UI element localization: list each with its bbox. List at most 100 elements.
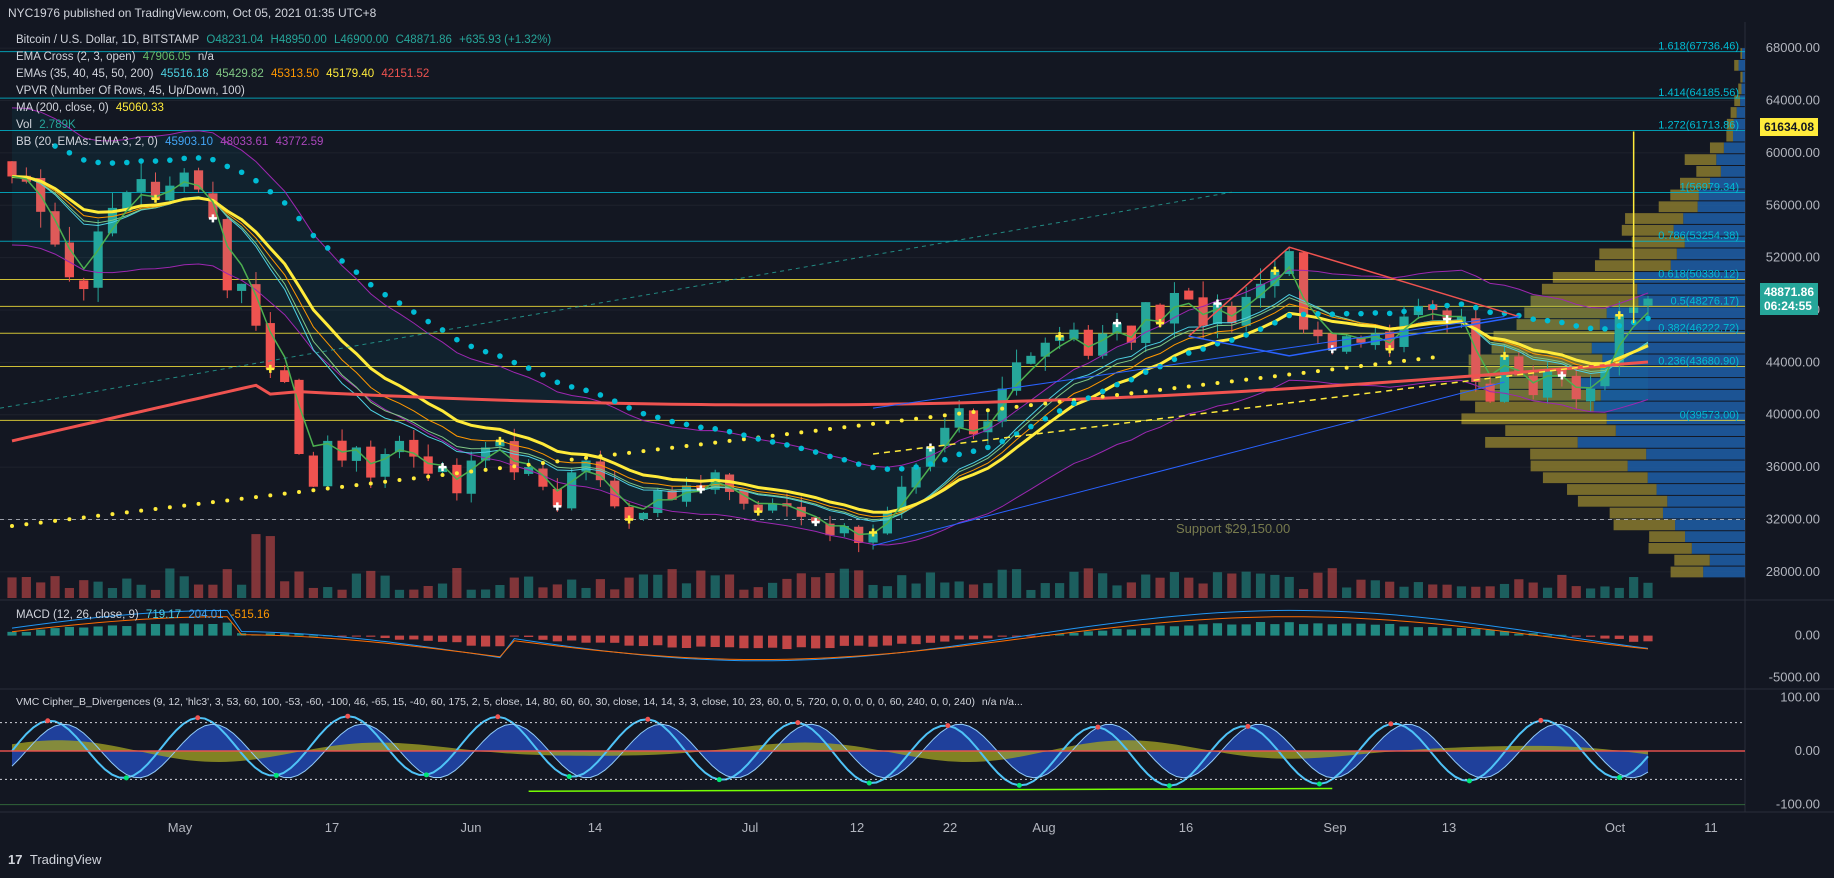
candle-body <box>681 485 692 502</box>
ma-dot <box>526 462 531 467</box>
vol-legend[interactable]: Vol 2.789K <box>16 117 80 133</box>
ma-dot <box>1186 384 1191 389</box>
candle-body <box>1643 298 1653 306</box>
candle-body <box>337 440 347 461</box>
vpvr-up-bar <box>1736 107 1745 118</box>
volume-bar <box>653 574 663 598</box>
ma-dot <box>784 432 789 437</box>
vpvr-up-bar <box>1741 83 1745 95</box>
vpvr-down-bar <box>1670 566 1704 578</box>
macd-bar <box>1614 635 1624 639</box>
trend-dot <box>1315 311 1321 317</box>
ma-dot <box>627 450 632 455</box>
trend-dot <box>353 269 360 275</box>
fib-level-label: 0(39573.00) <box>1680 409 1739 421</box>
candle-body <box>1356 337 1366 343</box>
vpvr-up-bar <box>1646 448 1745 460</box>
candle-body <box>64 242 74 278</box>
candle-body <box>1528 375 1538 396</box>
vpvr-down-bar <box>1734 59 1739 71</box>
trend-dot <box>382 291 388 298</box>
price-tick-label: 36000.00 <box>1766 459 1820 474</box>
ma-dot <box>182 503 187 508</box>
macd-bar <box>796 635 806 648</box>
trend-dot <box>525 365 532 371</box>
cipher-dot <box>1166 783 1172 789</box>
vpvr-down-bar <box>1491 342 1592 354</box>
volume-bar <box>208 584 218 598</box>
trend-dot <box>812 449 819 455</box>
trend-dot <box>1645 315 1651 322</box>
vol-value: 2.789K <box>39 119 76 131</box>
trend-dot <box>1587 325 1594 332</box>
macd-bar <box>79 627 89 636</box>
ma-dot <box>383 479 388 484</box>
volume-bar <box>739 589 749 598</box>
vpvr-up-bar <box>1591 342 1745 354</box>
trend-dot <box>827 453 833 460</box>
vpvr-down-bar <box>1738 83 1742 95</box>
cipher-tick-label: 100.00 <box>1780 689 1820 704</box>
bb-legend[interactable]: BB (20, EMAs: EMA 3, 2, 0) 45903.10 4803… <box>16 134 327 150</box>
signal-cross <box>495 436 504 445</box>
volume-bar <box>495 585 505 598</box>
candle-body <box>1112 323 1122 334</box>
dashed-trend-line <box>872 361 1620 455</box>
macd-bar <box>1542 635 1553 637</box>
macd-bar <box>1499 631 1510 636</box>
ema-cross-legend[interactable]: EMA Cross (2, 3, open) 47906.05 n/a <box>16 49 218 65</box>
tradingview-brand[interactable]: 17 TradingView <box>8 852 101 867</box>
vpvr-up-bar <box>1738 59 1745 71</box>
trend-dot <box>1200 346 1206 352</box>
wedge-line <box>1188 315 1519 357</box>
macd-bar <box>638 635 649 647</box>
volume-bar <box>1298 589 1309 598</box>
ma-dot <box>1358 364 1363 369</box>
cipher-legend[interactable]: VMC Cipher_B_Divergences (9, 12, 'hlc3',… <box>16 694 1656 710</box>
vpvr-down-bar <box>1530 295 1639 307</box>
trend-dot <box>124 159 130 166</box>
candle-body <box>122 192 132 212</box>
volume-bar <box>825 573 835 598</box>
cipher-dot <box>1016 782 1022 788</box>
trend-dot <box>654 414 661 421</box>
trend-dot <box>1272 320 1278 326</box>
trend-dot <box>956 451 962 458</box>
volume-bar <box>466 589 476 598</box>
macd-bar <box>1169 626 1180 636</box>
vpvr-down-bar <box>1730 107 1737 118</box>
countdown: 06:24:55 <box>1763 299 1812 313</box>
time-tick-label: Aug <box>1032 820 1055 835</box>
trend-dot <box>640 410 647 417</box>
symbol-title: Bitcoin / U.S. Dollar, 1D, BITSTAMP <box>16 34 200 46</box>
macd-bar <box>509 635 519 637</box>
macd-name: MACD (12, 26, close, 9) <box>16 609 139 621</box>
vpvr-legend[interactable]: VPVR (Number Of Rows, 45, Up/Down, 100) <box>16 83 249 99</box>
vpvr-down-bar <box>1599 248 1677 260</box>
ma-dot <box>942 413 947 418</box>
candle-body <box>1313 329 1323 337</box>
macd-legend[interactable]: MACD (12, 26, close, 9) 719.17 204.01 -5… <box>16 607 274 623</box>
trend-dot <box>1372 310 1379 316</box>
ma-dot <box>469 469 474 474</box>
macd-bar <box>64 626 74 636</box>
trend-dot <box>95 159 101 166</box>
ma-legend[interactable]: MA (200, close, 0) 45060.33 <box>16 100 168 116</box>
trend-dot <box>396 300 403 306</box>
vpvr-down-bar <box>1740 48 1743 59</box>
macd-bar <box>925 635 936 643</box>
trend-dot <box>985 444 991 451</box>
ma-dot <box>1272 374 1277 379</box>
volume-bar <box>1169 572 1180 598</box>
volume-bar <box>1241 571 1251 598</box>
volume-bar <box>1055 583 1065 598</box>
ma-dot <box>354 483 359 488</box>
emas-legend[interactable]: EMAs (35, 40, 45, 50, 200) 45516.18 4542… <box>16 66 433 82</box>
signal-cross <box>1213 299 1222 308</box>
trend-dot <box>755 436 762 442</box>
macd-bar <box>1528 633 1538 636</box>
cipher-dot <box>123 775 129 781</box>
volume-bar <box>610 589 620 598</box>
cipher-dot <box>945 723 951 729</box>
